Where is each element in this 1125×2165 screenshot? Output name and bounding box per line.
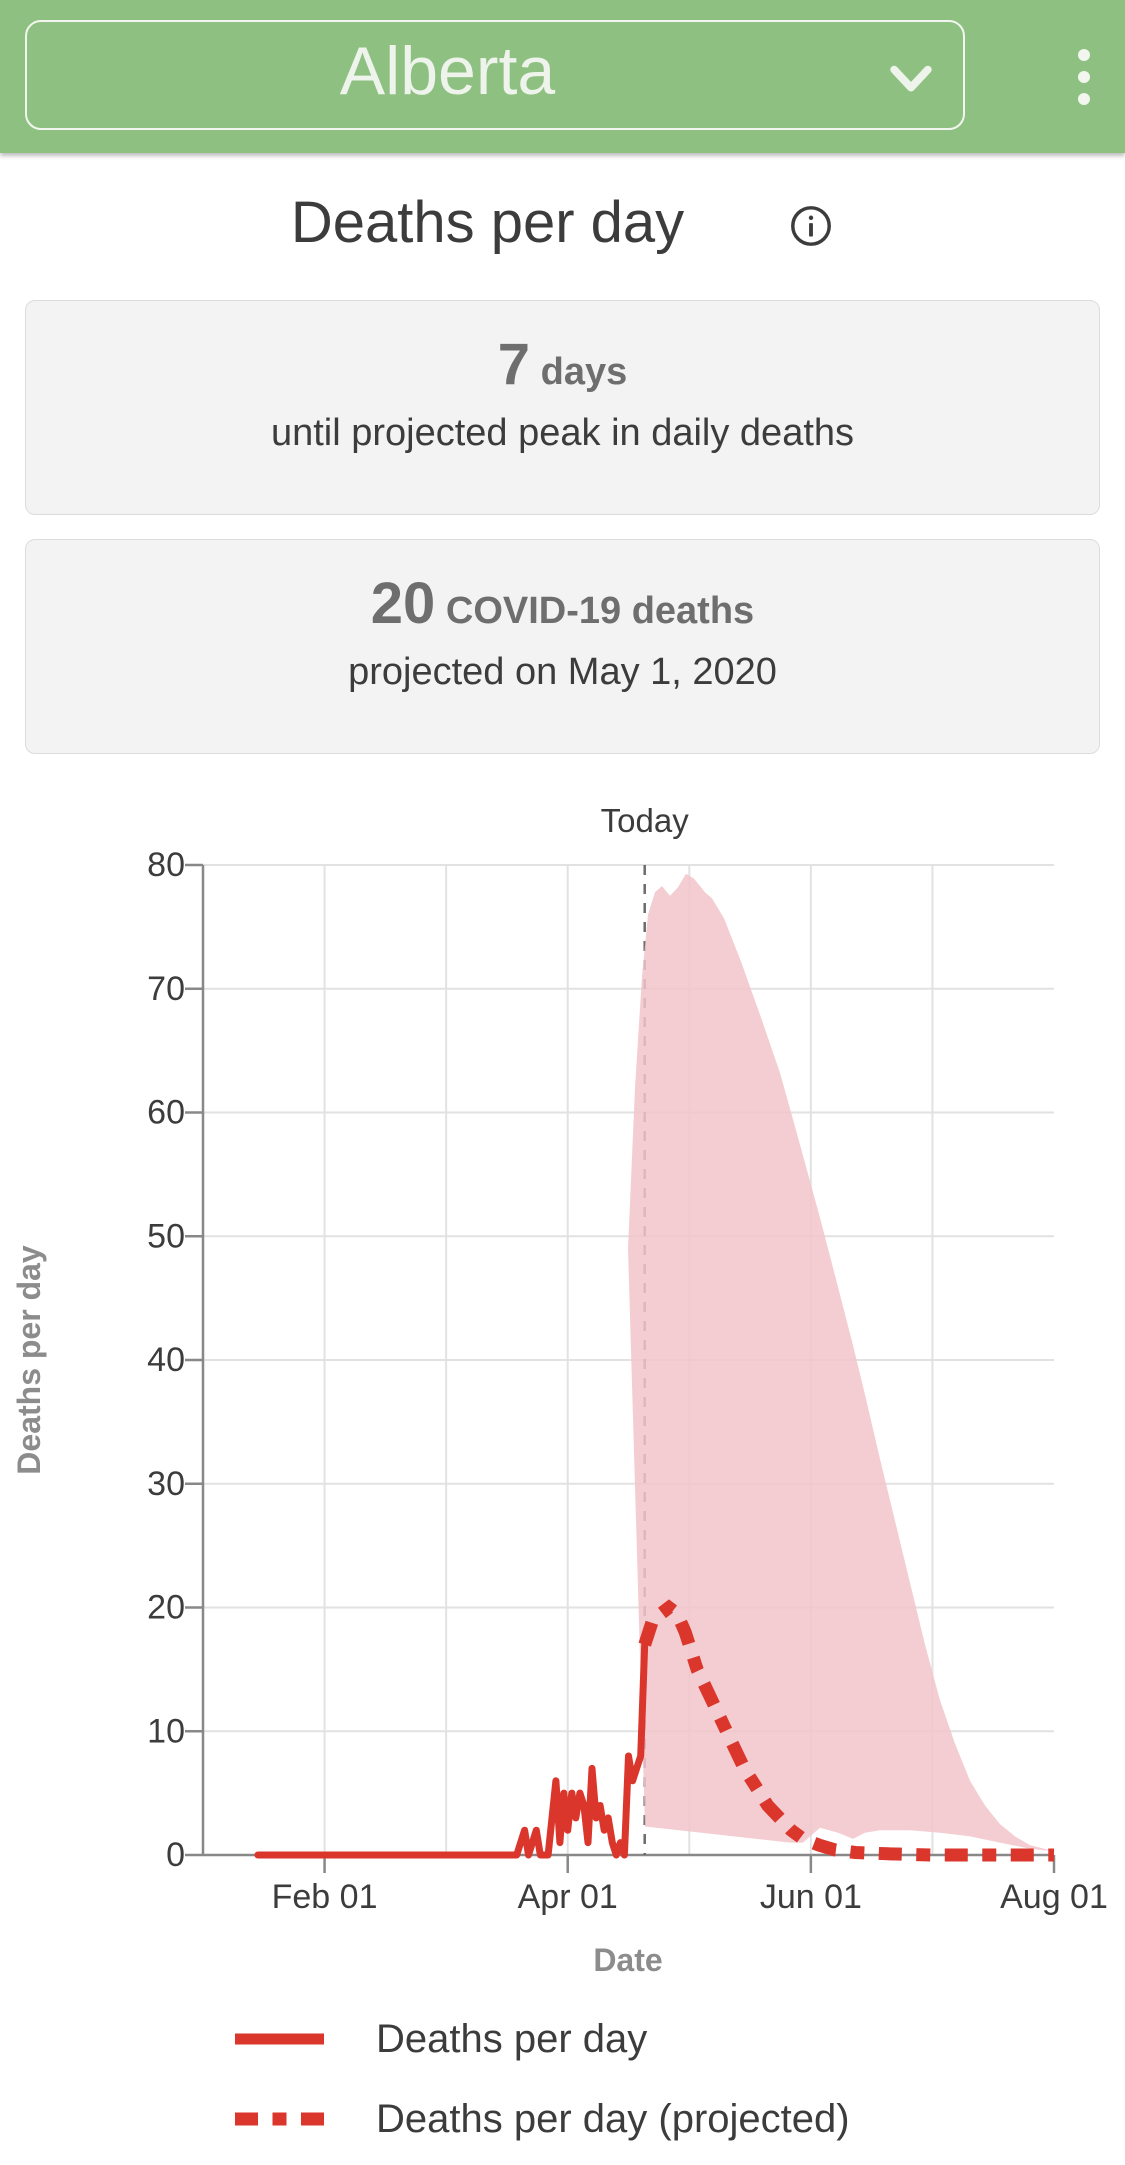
svg-text:Deaths per day (projected): Deaths per day (projected)	[376, 2097, 850, 2141]
svg-text:40: 40	[147, 1341, 185, 1379]
svg-text:50: 50	[147, 1217, 185, 1255]
svg-text:10: 10	[147, 1712, 185, 1750]
svg-text:80: 80	[147, 846, 185, 884]
svg-text:20: 20	[147, 1589, 185, 1627]
svg-text:60: 60	[147, 1094, 185, 1132]
svg-text:Aug 01: Aug 01	[1000, 1878, 1108, 1916]
svg-text:70: 70	[147, 970, 185, 1008]
svg-text:Deaths per day: Deaths per day	[376, 2017, 647, 2061]
svg-text:Apr 01: Apr 01	[518, 1878, 618, 1916]
svg-text:Feb 01: Feb 01	[272, 1878, 378, 1916]
svg-text:30: 30	[147, 1465, 185, 1503]
svg-text:0: 0	[166, 1836, 185, 1874]
svg-text:Jun 01: Jun 01	[760, 1878, 862, 1916]
svg-text:Deaths per day: Deaths per day	[11, 1245, 47, 1475]
svg-text:Date: Date	[593, 1942, 662, 1978]
